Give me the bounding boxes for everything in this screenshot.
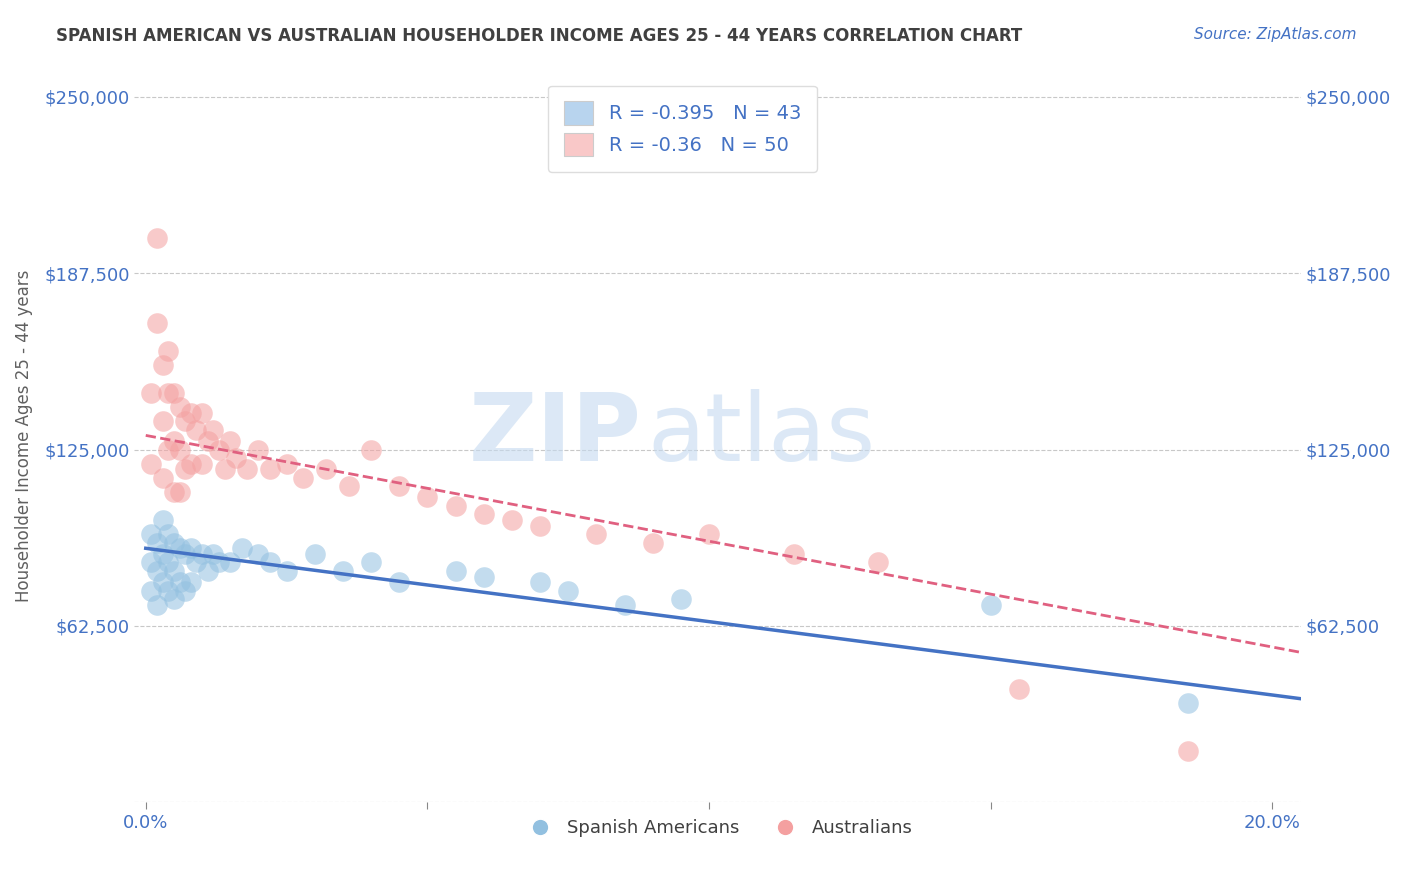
- Point: [1177, 697, 1199, 711]
- Point: [868, 555, 890, 569]
- Text: ZIP: ZIP: [468, 390, 641, 482]
- Point: [163, 535, 186, 549]
- Point: [191, 547, 214, 561]
- Point: [157, 555, 180, 569]
- Point: [292, 471, 315, 485]
- Point: [157, 343, 180, 358]
- Point: [444, 499, 467, 513]
- Point: [259, 462, 281, 476]
- Point: [180, 575, 202, 590]
- Point: [141, 457, 163, 471]
- Point: [163, 484, 186, 499]
- Point: [276, 457, 298, 471]
- Point: [202, 423, 225, 437]
- Point: [236, 462, 259, 476]
- Point: [332, 564, 354, 578]
- Point: [782, 547, 804, 561]
- Point: [174, 547, 197, 561]
- Point: [529, 575, 551, 590]
- Point: [360, 555, 382, 569]
- Point: [557, 583, 579, 598]
- Point: [388, 479, 411, 493]
- Point: [247, 442, 270, 457]
- Point: [219, 555, 242, 569]
- Point: [146, 231, 169, 245]
- Point: [169, 541, 191, 556]
- Point: [146, 598, 169, 612]
- Point: [1008, 682, 1031, 697]
- Point: [152, 547, 174, 561]
- Point: [304, 547, 326, 561]
- Point: [315, 462, 337, 476]
- Point: [174, 583, 197, 598]
- Point: [1177, 744, 1199, 758]
- Point: [163, 434, 186, 448]
- Point: [146, 535, 169, 549]
- Point: [157, 386, 180, 401]
- Point: [146, 316, 169, 330]
- Point: [197, 564, 219, 578]
- Point: [174, 462, 197, 476]
- Point: [163, 386, 186, 401]
- Point: [180, 541, 202, 556]
- Point: [529, 518, 551, 533]
- Point: [247, 547, 270, 561]
- Point: [472, 508, 495, 522]
- Point: [169, 484, 191, 499]
- Point: [416, 491, 439, 505]
- Point: [146, 564, 169, 578]
- Point: [472, 569, 495, 583]
- Point: [157, 442, 180, 457]
- Point: [501, 513, 523, 527]
- Point: [337, 479, 360, 493]
- Point: [141, 527, 163, 541]
- Point: [186, 423, 208, 437]
- Point: [444, 564, 467, 578]
- Point: [669, 592, 692, 607]
- Point: [169, 400, 191, 414]
- Point: [208, 442, 231, 457]
- Point: [197, 434, 219, 448]
- Point: [208, 555, 231, 569]
- Point: [697, 527, 720, 541]
- Point: [169, 442, 191, 457]
- Point: [174, 414, 197, 428]
- Point: [980, 598, 1002, 612]
- Y-axis label: Householder Income Ages 25 - 44 years: Householder Income Ages 25 - 44 years: [15, 269, 32, 601]
- Point: [152, 414, 174, 428]
- Point: [141, 555, 163, 569]
- Text: atlas: atlas: [648, 390, 876, 482]
- Point: [141, 386, 163, 401]
- Point: [259, 555, 281, 569]
- Point: [157, 527, 180, 541]
- Point: [180, 406, 202, 420]
- Point: [169, 575, 191, 590]
- Point: [360, 442, 382, 457]
- Point: [152, 513, 174, 527]
- Point: [214, 462, 236, 476]
- Point: [202, 547, 225, 561]
- Point: [388, 575, 411, 590]
- Point: [163, 592, 186, 607]
- Point: [219, 434, 242, 448]
- Text: SPANISH AMERICAN VS AUSTRALIAN HOUSEHOLDER INCOME AGES 25 - 44 YEARS CORRELATION: SPANISH AMERICAN VS AUSTRALIAN HOUSEHOLD…: [56, 27, 1022, 45]
- Point: [191, 457, 214, 471]
- Point: [231, 541, 253, 556]
- Point: [225, 450, 247, 465]
- Point: [152, 575, 174, 590]
- Point: [585, 527, 607, 541]
- Point: [152, 358, 174, 372]
- Point: [152, 471, 174, 485]
- Point: [157, 583, 180, 598]
- Point: [641, 535, 664, 549]
- Point: [191, 406, 214, 420]
- Text: Source: ZipAtlas.com: Source: ZipAtlas.com: [1194, 27, 1357, 42]
- Point: [163, 564, 186, 578]
- Legend: Spanish Americans, Australians: Spanish Americans, Australians: [515, 812, 920, 845]
- Point: [613, 598, 636, 612]
- Point: [186, 555, 208, 569]
- Point: [180, 457, 202, 471]
- Point: [141, 583, 163, 598]
- Point: [276, 564, 298, 578]
